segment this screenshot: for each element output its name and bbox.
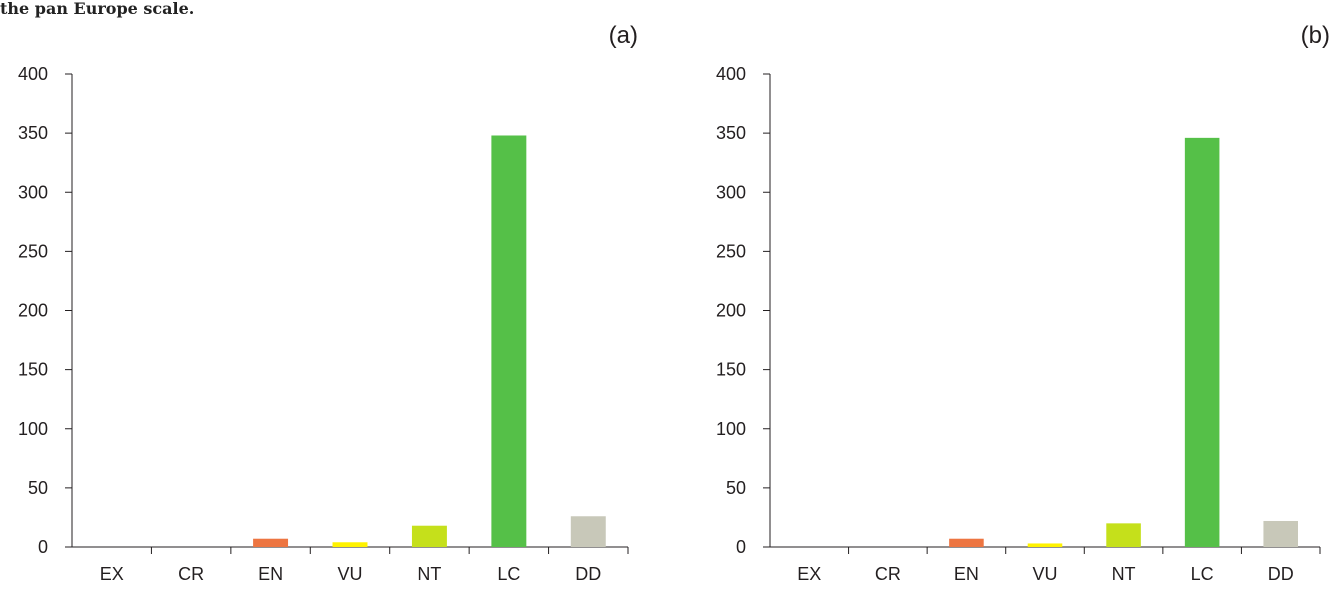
x-tick-label: CR [875,564,901,584]
bar-en [949,538,984,547]
x-tick-label: LC [497,564,520,584]
y-tick-label: 0 [38,537,48,557]
y-tick-label: 300 [18,182,48,202]
bar-nt [411,525,447,547]
y-tick-label: 0 [736,537,746,557]
bar-en [253,538,289,547]
bar-lc [1184,137,1220,548]
y-tick-label: 150 [716,360,746,380]
panel-label: (b) [1301,22,1330,49]
y-tick-label: 50 [28,478,48,498]
y-tick-label: 100 [18,419,48,439]
x-tick-label: LC [1191,564,1214,584]
x-tick-label: NT [417,564,441,584]
bar-vu [332,542,368,547]
bar-vu [1027,543,1063,547]
chart-panel-a: (a) 0 50 100 150 200 250 300 350 400 EX CR EN VU NT LC D… [18,22,638,584]
bar-lc [491,135,527,548]
chart-panel-b: (b) 0 50 100 150 200 250 300 350 400 EX CR EN VU NT LC D… [716,22,1330,584]
panel-label: (a) [609,22,638,49]
y-tick-label: 300 [716,182,746,202]
bar-dd [1263,520,1298,547]
x-tick-label: CR [178,564,204,584]
bar-nt [1106,523,1141,547]
y-tick-label: 250 [18,241,48,261]
x-tick-label: DD [1268,564,1294,584]
x-tick-label: EN [954,564,979,584]
x-tick-label: DD [575,564,601,584]
x-tick-label: EN [258,564,283,584]
x-tick-label: NT [1112,564,1136,584]
y-tick-label: 50 [726,478,746,498]
bar-dd [570,516,606,547]
x-tick-label: VU [337,564,362,584]
y-tick-label: 100 [716,419,746,439]
figure-caption: the pan Europe scale. [0,0,195,18]
y-tick-label: 400 [18,64,48,84]
y-tick-label: 350 [18,123,48,143]
y-tick-label: 350 [716,123,746,143]
y-tick-label: 400 [716,64,746,84]
y-tick-label: 250 [716,241,746,261]
x-tick-label: VU [1032,564,1057,584]
y-tick-label: 150 [18,360,48,380]
y-tick-label: 200 [18,301,48,321]
x-tick-label: EX [797,564,821,584]
x-tick-label: EX [100,564,124,584]
y-tick-label: 200 [716,301,746,321]
